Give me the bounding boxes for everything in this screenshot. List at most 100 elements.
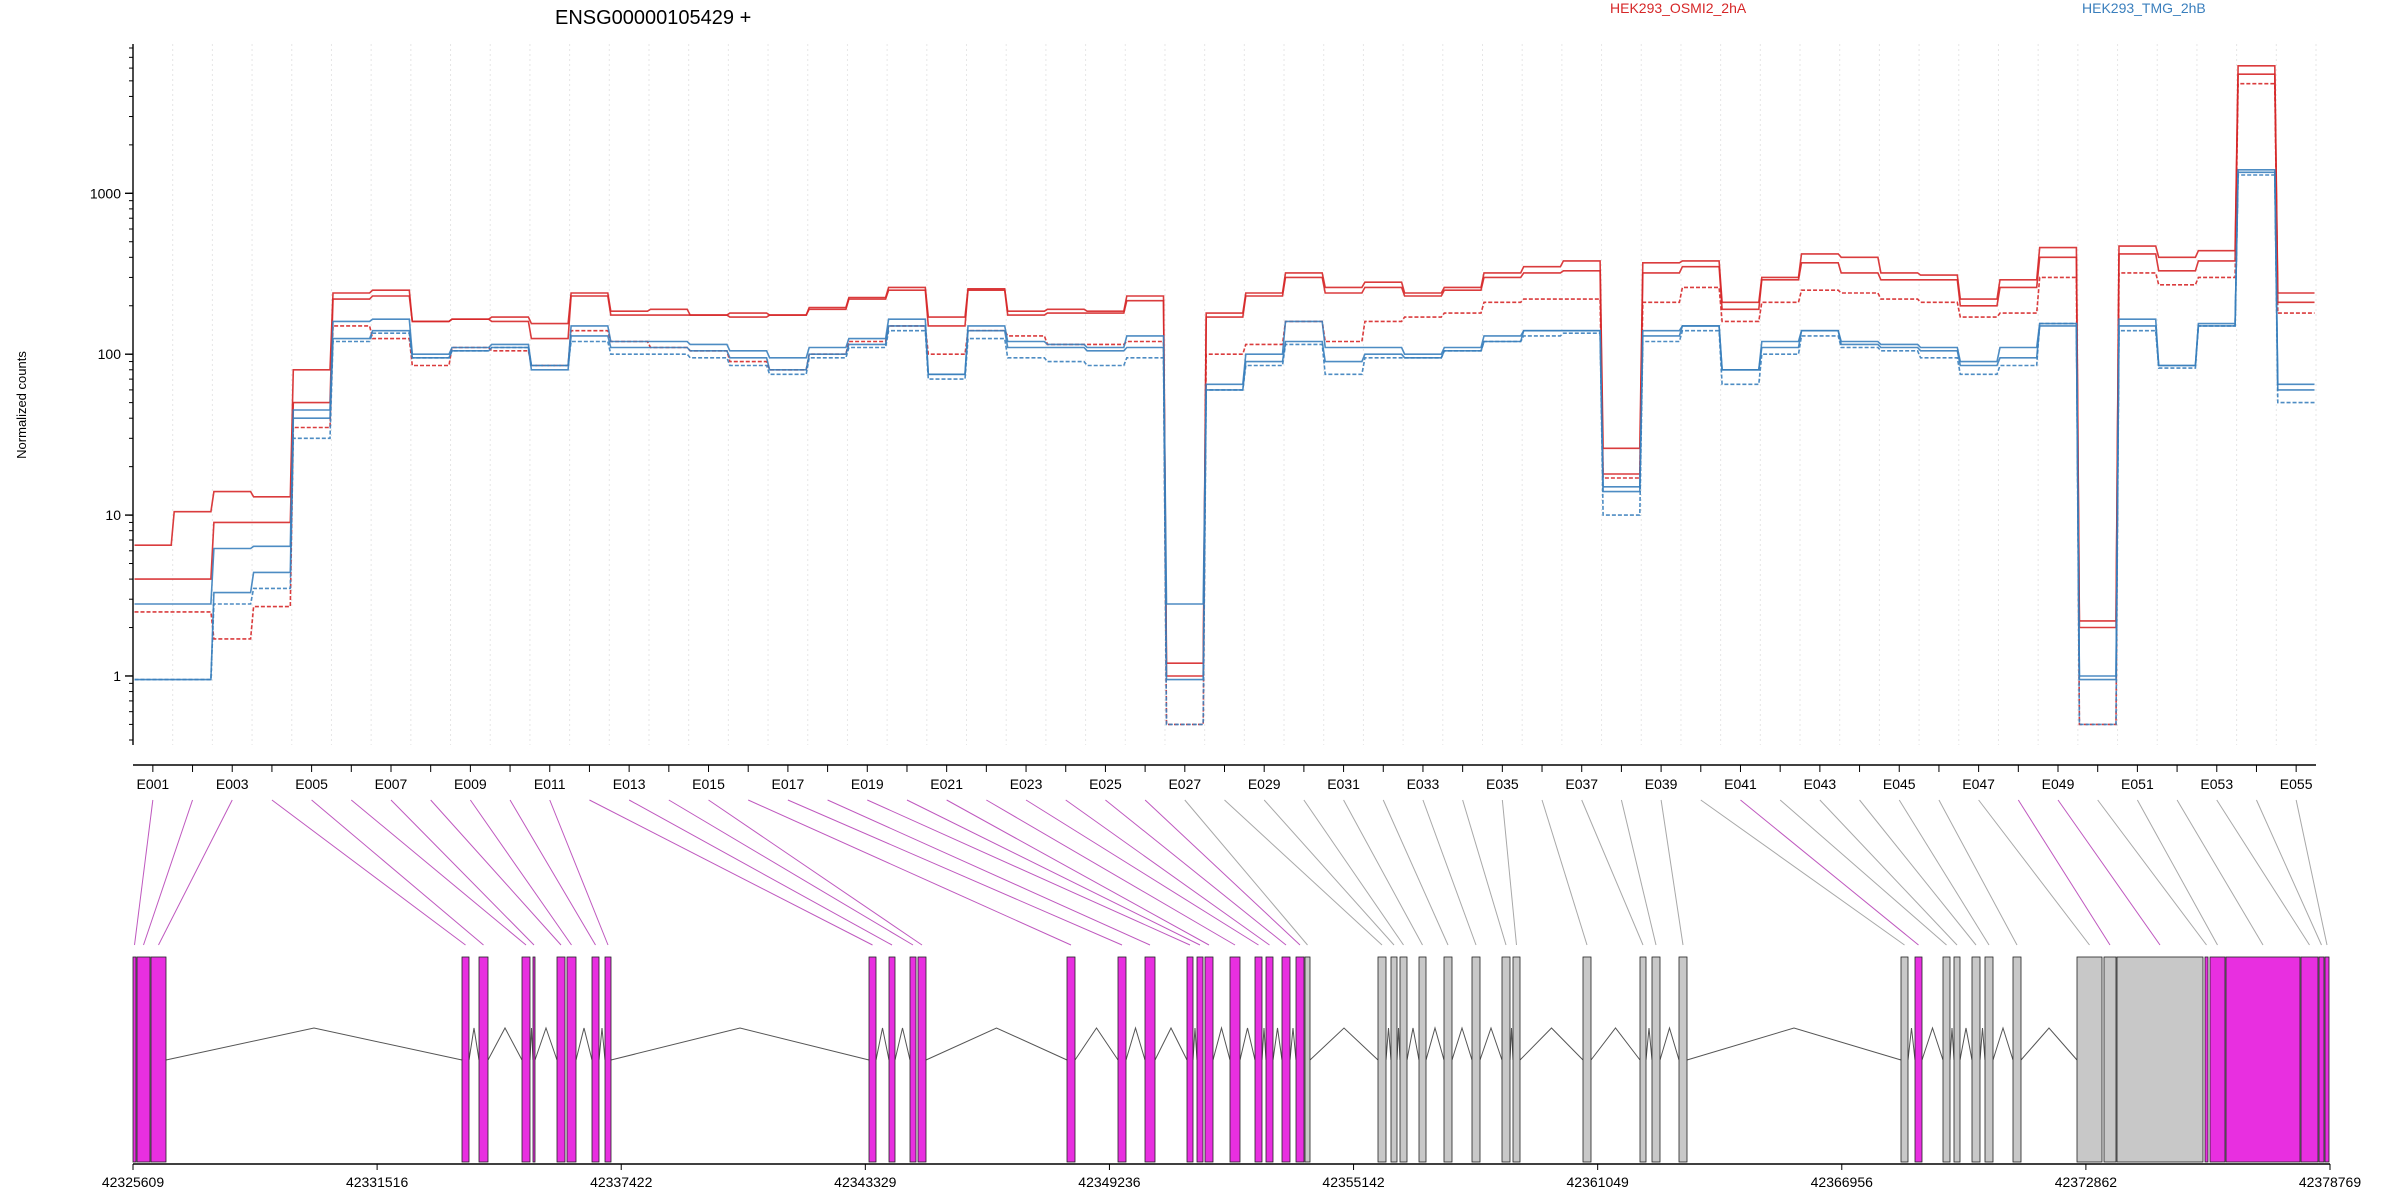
series-lines [134,65,2315,726]
exon-connector [2176,799,2264,946]
exon-connector [1382,799,1449,946]
exon-connector [1898,799,1990,946]
genomic-tick-label: 42361049 [1567,1174,1630,1190]
exon-block [888,956,896,1163]
exon-block [1265,956,1274,1163]
exon-connector [986,799,1236,946]
intron-line [925,1027,1068,1061]
intron-line [1239,1027,1256,1061]
exon-block [1117,956,1127,1163]
exon-block [2012,956,2022,1163]
exon-label: E031 [1327,776,1360,792]
genomic-tick-label: 42325609 [102,1174,165,1190]
exon-label: E013 [613,776,646,792]
exon-connector [1263,799,1395,946]
exon-connector [1105,799,1287,946]
exon-block [1942,956,1951,1163]
exon-block [1471,956,1481,1163]
intron-line [610,1027,870,1061]
gene-model [132,956,2330,1163]
intron-line [1659,1026,1680,1061]
exon-block [2324,956,2330,1163]
exon-connectors [134,799,2328,946]
exon-block [1066,956,1076,1163]
y-axis-label: Normalized counts [14,351,29,459]
intron-line [1921,1026,1944,1061]
genomic-tick-label: 42337422 [590,1174,653,1190]
exon-block [2318,956,2325,1163]
exon-connector [1343,799,1423,946]
exon-block [909,956,917,1163]
intron-line [1979,1027,1986,1061]
exon-block [1204,956,1214,1163]
intron-line [529,1027,534,1061]
exon-label: E035 [1486,776,1519,792]
exon-block [2116,956,2204,1163]
exon-connector [549,799,609,946]
intron-line [1686,1027,1902,1061]
intron-line [1992,1026,2014,1061]
intron-line [1396,1027,1401,1061]
exon-connector [509,799,596,946]
exon-connector [469,799,572,946]
exon-label: E053 [2200,776,2233,792]
exon-connector [430,799,562,946]
intron-line [1125,1026,1146,1061]
legend-entry-tmg: HEK293_TMG_2hB [2082,0,2206,16]
exon-connector [1779,799,1947,946]
grid-lines [132,44,2317,745]
exon-connector [2017,799,2111,946]
exon-connector [271,799,466,946]
intron-line [1289,1027,1297,1061]
intron-line [1385,1027,1392,1061]
series-line [134,65,2315,664]
exon-connector [158,799,233,946]
exon-connector [1700,799,1905,946]
intron-line [1309,1027,1379,1061]
exon-label: E051 [2121,776,2154,792]
intron-line [1261,1027,1267,1061]
exon-connector [1184,799,1308,946]
exon-block [1281,956,1291,1163]
intron-line [1451,1026,1473,1061]
legend-entry-osmi2: HEK293_OSMI2_2hA [1610,0,1747,16]
intron-line [894,1027,911,1061]
intron-line [165,1027,463,1061]
exon-connector [748,799,1072,946]
exon-connector [350,799,527,946]
intron-line [468,1027,480,1061]
exon-block [1196,956,1204,1163]
exon-label: E009 [454,776,487,792]
y-tick-label: 100 [98,346,122,362]
exon-connector [668,799,914,946]
exon-block [2103,956,2117,1163]
genomic-axis: 42325609 42331516 42337422 42343329 42349236… [102,1163,2361,1190]
exon-block [132,956,137,1163]
exon-label: E029 [1248,776,1281,792]
exon-block [1971,956,1981,1163]
exon-block [1377,956,1387,1163]
exon-connector [1462,799,1507,946]
intron-line [1959,1027,1973,1061]
intron-line [1154,1026,1188,1061]
exon-label: E049 [2042,776,2075,792]
intron-line [598,1027,606,1061]
exon-block [2204,956,2209,1163]
exon-block [1678,956,1688,1163]
exon-block [1186,956,1194,1163]
exon-block [1900,956,1909,1163]
exon-label: E037 [1565,776,1598,792]
exon-connector [827,799,1151,946]
exon-connector [867,799,1191,946]
exon-connector [589,799,873,946]
exon-block [604,956,612,1163]
exon-block [2076,956,2103,1163]
exon-block [521,956,531,1163]
exon-connector [1303,799,1404,946]
exon-connector [2097,799,2207,946]
series-line [134,171,2315,681]
series-line [134,73,2315,677]
intron-line [2020,1027,2078,1061]
intron-line [1425,1026,1445,1061]
exon-connector [1144,799,1301,946]
